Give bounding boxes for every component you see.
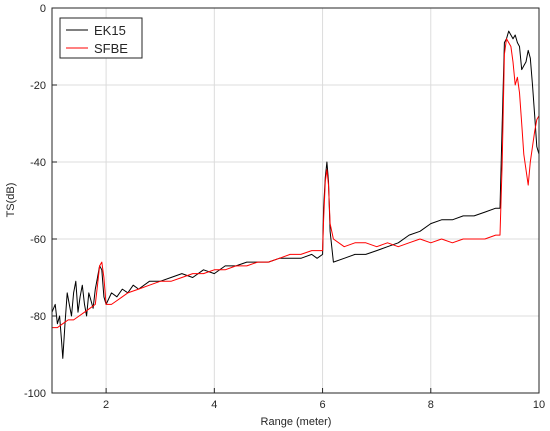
series-layer [51, 30, 540, 359]
series-line-ek15 [51, 30, 540, 359]
y-tick-label: -20 [30, 80, 46, 92]
plot-background [52, 8, 539, 393]
y-tick-label: 0 [40, 3, 46, 15]
x-tick-label: 6 [319, 399, 325, 411]
y-axis-label: TS(dB) [5, 183, 17, 218]
x-tick-label: 4 [211, 399, 217, 411]
series-line-sfbe [52, 38, 540, 329]
ticks: 2 4 6 8 10 0 -20 -40 -60 -80 -100 [24, 3, 545, 411]
x-axis-label: Range (meter) [261, 416, 332, 428]
legend-box [59, 17, 143, 59]
y-tick-label: -100 [24, 388, 46, 400]
x-tick-label: 2 [103, 399, 109, 411]
legend: EK15 SFBE [59, 17, 143, 59]
x-tick-label: 10 [533, 399, 545, 411]
y-tick-label: -80 [30, 311, 46, 323]
plot-frame [51, 7, 540, 394]
legend-label-ek15: EK15 [94, 23, 126, 38]
legend-label-sfbe: SFBE [94, 41, 128, 56]
x-tick-label: 8 [428, 399, 434, 411]
y-tick-label: -40 [30, 157, 46, 169]
y-tick-label: -60 [30, 234, 46, 246]
